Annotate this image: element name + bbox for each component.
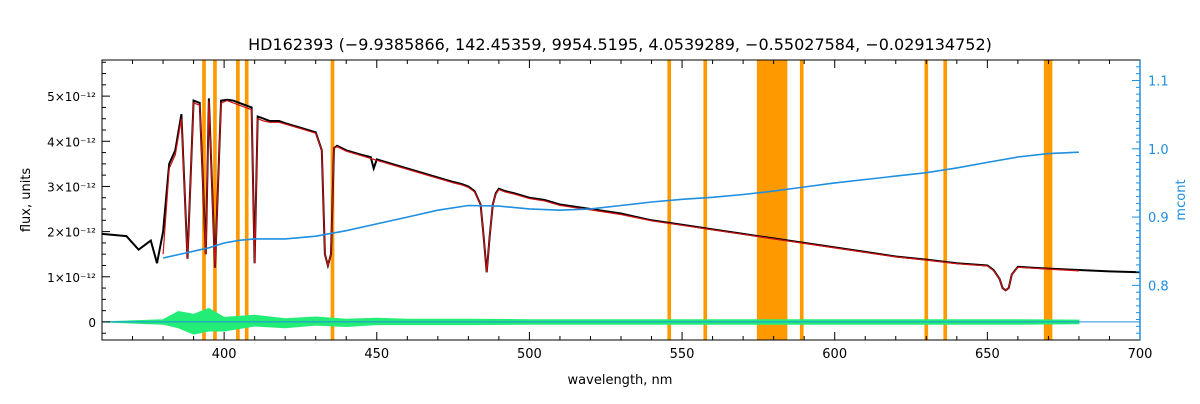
masked-region-2 xyxy=(236,60,240,340)
y2-tick-label: 1.1 xyxy=(1148,74,1169,89)
y-tick-label: 3×10⁻¹² xyxy=(47,180,96,194)
masked-region-7 xyxy=(756,60,788,340)
masked-region-11 xyxy=(1043,60,1053,340)
masked-region-6 xyxy=(703,60,708,340)
masked-region-9 xyxy=(924,60,929,340)
masked-region-1 xyxy=(213,60,217,340)
masked-region-10 xyxy=(943,60,948,340)
x-tick-label: 550 xyxy=(670,347,695,362)
x-tick-label: 700 xyxy=(1128,347,1153,362)
y-tick-label: 0 xyxy=(88,316,96,330)
y-axis-right: 0.8 0.9 1.0 1.1 xyxy=(1132,60,1169,340)
y2-tick-label: 1.0 xyxy=(1148,143,1169,158)
x-tick-label: 400 xyxy=(212,347,237,362)
masked-region-8 xyxy=(799,60,804,340)
y-axis-left: 0 1×10⁻¹² 2×10⁻¹² 3×10⁻¹² 4×10⁻¹² 5×10⁻¹² xyxy=(47,61,110,334)
y-tick-label: 5×10⁻¹² xyxy=(47,90,96,104)
series-mcont xyxy=(162,151,1079,259)
x-tick-label: 500 xyxy=(517,347,542,362)
y2-tick-label: 0.9 xyxy=(1148,211,1169,226)
x-tick-label: 450 xyxy=(364,347,389,362)
x-axis-label: wavelength, nm xyxy=(568,373,673,388)
y2-axis-label: mcont xyxy=(1174,179,1189,220)
series-group xyxy=(101,98,1141,335)
y-tick-label: 2×10⁻¹² xyxy=(47,226,96,240)
x-tick-label: 600 xyxy=(822,347,847,362)
x-tick-label: 650 xyxy=(975,347,1000,362)
y2-tick-label: 0.8 xyxy=(1148,279,1169,294)
masked-region-3 xyxy=(244,60,249,340)
chart-title: HD162393 (−9.9385866, 142.45359, 9954.51… xyxy=(248,35,992,54)
y-axis-label: flux, units xyxy=(19,168,34,233)
masked-regions xyxy=(202,60,1053,340)
plot-frame xyxy=(101,59,1141,341)
y-tick-label: 4×10⁻¹² xyxy=(47,135,96,149)
series-model xyxy=(162,99,1079,292)
y-tick-label: 1×10⁻¹² xyxy=(47,271,96,285)
